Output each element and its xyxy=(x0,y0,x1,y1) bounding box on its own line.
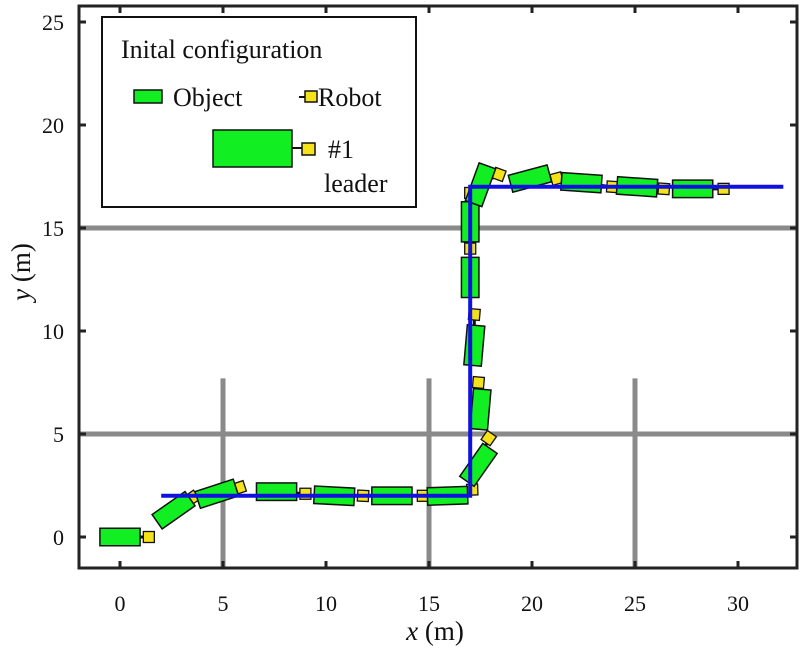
x-tick-label: 30 xyxy=(727,591,749,616)
object-rect xyxy=(151,490,197,530)
object-rect xyxy=(194,478,240,510)
robot-marker xyxy=(480,429,498,447)
x-axis-label: x (m) xyxy=(405,616,464,646)
y-tick-label: 25 xyxy=(42,10,64,35)
x-axis-ticks: 0 5 10 15 20 25 30 xyxy=(115,6,749,616)
y-tick-label: 5 xyxy=(53,422,64,447)
y-tick-label: 15 xyxy=(42,216,64,241)
x-tick-label: 5 xyxy=(218,591,229,616)
x-tick-label: 15 xyxy=(418,591,440,616)
object-configuration xyxy=(671,179,730,199)
legend-box xyxy=(101,16,417,208)
y-tick-label: 20 xyxy=(42,113,64,138)
x-tick-label: 10 xyxy=(315,591,337,616)
legend-label-leader-number: #1 xyxy=(328,135,354,164)
leader-object-legend-icon xyxy=(212,129,293,168)
legend-label-leader: leader xyxy=(324,169,388,198)
y-axis-ticks: 0 5 10 15 20 25 xyxy=(42,10,797,550)
x-tick-label: 0 xyxy=(115,591,126,616)
reference-path xyxy=(161,184,784,498)
object-configuration xyxy=(194,478,248,510)
legend: Inital configuration Object Robot #1 lea… xyxy=(101,16,417,208)
y-axis-label: y (m) xyxy=(6,243,36,304)
object-configuration xyxy=(469,375,492,431)
robot-marker xyxy=(657,182,671,196)
y-tick-label: 0 xyxy=(53,525,64,550)
x-tick-label: 20 xyxy=(521,591,543,616)
robot-legend-icon xyxy=(304,90,318,103)
legend-label-object: Object xyxy=(173,83,243,112)
plot-frame xyxy=(77,4,799,570)
leader-robot-legend-icon xyxy=(301,142,316,156)
object-rect xyxy=(463,323,486,368)
object-rect xyxy=(255,482,298,502)
robot-marker xyxy=(142,530,155,544)
obstacle-lines xyxy=(79,225,797,568)
object-rect xyxy=(469,387,492,431)
robot-marker xyxy=(471,375,486,390)
legend-title: Inital configuration xyxy=(121,35,322,64)
object-rect xyxy=(99,527,141,547)
object-legend-icon xyxy=(133,89,163,104)
robot-marker xyxy=(299,487,312,500)
x-tick-label: 25 xyxy=(624,591,646,616)
object-rect xyxy=(559,171,603,194)
object-rect xyxy=(671,179,714,199)
object-configuration xyxy=(99,527,155,547)
y-tick-label: 10 xyxy=(42,319,64,344)
robot-marker xyxy=(717,182,730,196)
reference-path-line xyxy=(161,184,784,498)
legend-label-robot: Robot xyxy=(318,83,382,112)
